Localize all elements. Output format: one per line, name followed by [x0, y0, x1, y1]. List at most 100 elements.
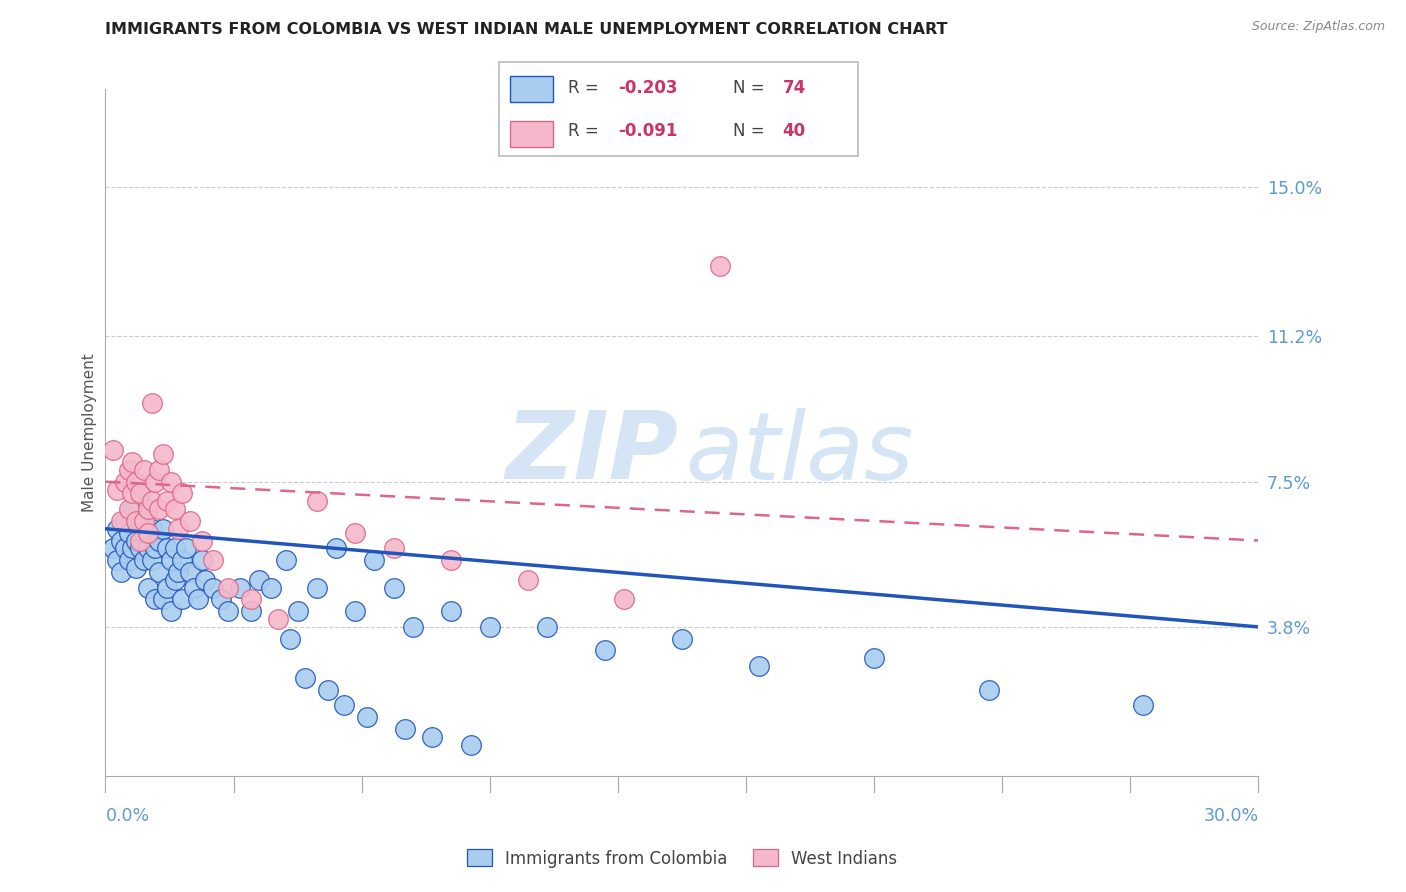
Point — [132, 553, 155, 567]
Point — [125, 475, 148, 489]
Text: 30.0%: 30.0% — [1204, 807, 1258, 825]
Point — [536, 620, 558, 634]
Point — [179, 514, 201, 528]
Point — [159, 475, 181, 489]
Point — [148, 463, 170, 477]
Point — [145, 475, 167, 489]
Text: atlas: atlas — [685, 408, 914, 499]
FancyBboxPatch shape — [499, 62, 858, 156]
Point — [318, 682, 340, 697]
Point — [163, 502, 186, 516]
Point — [863, 651, 886, 665]
Point — [344, 604, 367, 618]
Point — [148, 502, 170, 516]
Point — [709, 259, 731, 273]
Point — [163, 573, 186, 587]
Point — [1132, 698, 1154, 713]
Point — [190, 553, 212, 567]
Point — [141, 553, 163, 567]
Point — [159, 553, 181, 567]
Point — [117, 525, 139, 540]
Point — [402, 620, 425, 634]
Point — [287, 604, 309, 618]
Y-axis label: Male Unemployment: Male Unemployment — [82, 353, 97, 512]
Point — [141, 396, 163, 410]
Point — [748, 659, 770, 673]
Point — [172, 553, 194, 567]
Point — [125, 561, 148, 575]
Point — [129, 533, 152, 548]
Point — [129, 514, 152, 528]
Point — [114, 475, 136, 489]
Point — [110, 565, 132, 579]
Point — [167, 565, 190, 579]
Point — [114, 541, 136, 556]
Point — [167, 522, 190, 536]
Point — [440, 553, 463, 567]
Point — [105, 522, 128, 536]
Text: IMMIGRANTS FROM COLOMBIA VS WEST INDIAN MALE UNEMPLOYMENT CORRELATION CHART: IMMIGRANTS FROM COLOMBIA VS WEST INDIAN … — [105, 22, 948, 37]
Point — [148, 565, 170, 579]
Point — [332, 698, 354, 713]
Point — [152, 592, 174, 607]
Point — [217, 581, 239, 595]
Point — [344, 525, 367, 540]
Point — [121, 502, 143, 516]
Point — [172, 486, 194, 500]
Point — [136, 581, 159, 595]
Point — [141, 494, 163, 508]
Bar — [510, 76, 554, 102]
Point — [671, 632, 693, 646]
Point — [478, 620, 501, 634]
Point — [117, 463, 139, 477]
Point — [125, 533, 148, 548]
Bar — [510, 120, 554, 147]
Point — [148, 533, 170, 548]
Point — [267, 612, 290, 626]
Point — [152, 447, 174, 461]
Point — [217, 604, 239, 618]
Text: 0.0%: 0.0% — [105, 807, 149, 825]
Text: ZIP: ZIP — [506, 408, 679, 500]
Text: N =: N = — [733, 122, 769, 140]
Point — [260, 581, 283, 595]
Point — [129, 486, 152, 500]
Point — [136, 541, 159, 556]
Point — [156, 581, 179, 595]
Point — [440, 604, 463, 618]
Text: -0.203: -0.203 — [617, 79, 678, 97]
Point — [240, 604, 263, 618]
Point — [105, 553, 128, 567]
Point — [163, 541, 186, 556]
Point — [325, 541, 347, 556]
Text: -0.091: -0.091 — [617, 122, 678, 140]
Point — [209, 592, 232, 607]
Point — [356, 710, 378, 724]
Point — [187, 592, 209, 607]
Point — [132, 525, 155, 540]
Point — [202, 581, 225, 595]
Point — [382, 541, 405, 556]
Point — [183, 581, 205, 595]
Point — [593, 643, 616, 657]
Point — [460, 738, 482, 752]
Point — [141, 522, 163, 536]
Point — [174, 541, 197, 556]
Point — [613, 592, 636, 607]
Point — [117, 502, 139, 516]
Point — [129, 541, 152, 556]
Point — [121, 486, 143, 500]
Point — [136, 502, 159, 516]
Point — [110, 533, 132, 548]
Point — [156, 541, 179, 556]
Text: R =: R = — [568, 122, 603, 140]
Point — [121, 541, 143, 556]
Text: N =: N = — [733, 79, 769, 97]
Point — [145, 541, 167, 556]
Point — [294, 671, 316, 685]
Point — [305, 494, 328, 508]
Point — [172, 592, 194, 607]
Text: Source: ZipAtlas.com: Source: ZipAtlas.com — [1251, 20, 1385, 33]
Point — [190, 533, 212, 548]
Point — [152, 522, 174, 536]
